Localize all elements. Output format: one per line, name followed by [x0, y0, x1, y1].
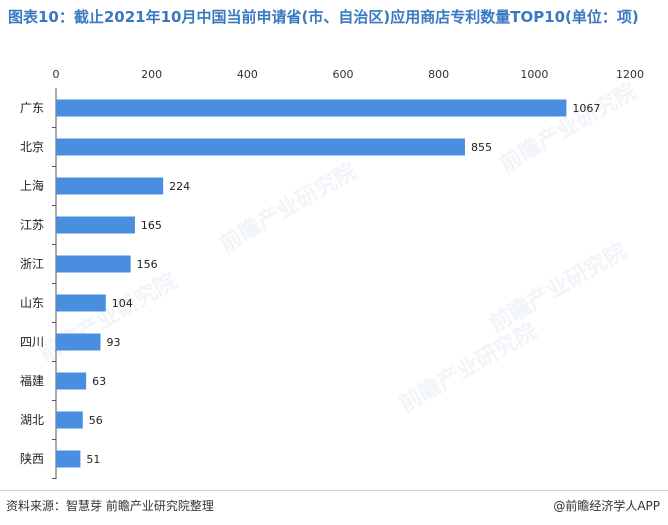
footer: 资料来源：智慧芽 前瞻产业研究院整理 @前瞻经济学人APP — [0, 490, 668, 525]
data-label: 156 — [137, 258, 158, 271]
x-tick-label: 600 — [333, 68, 354, 81]
bar — [56, 372, 87, 390]
chart-title: 图表10：截止2021年10月中国当前申请省(市、自治区)应用商店专利数量TOP… — [8, 8, 639, 26]
x-tick-label: 1000 — [520, 68, 548, 81]
data-label: 224 — [169, 180, 190, 193]
category-label: 福建 — [20, 373, 44, 388]
copyright-note: @前瞻经济学人APP — [553, 499, 660, 513]
data-label: 51 — [86, 453, 100, 466]
category-label: 广东 — [20, 101, 44, 115]
category-label: 陕西 — [20, 451, 44, 466]
category-label: 四川 — [20, 335, 44, 349]
x-tick-label: 1200 — [616, 68, 644, 81]
x-tick-label: 800 — [428, 68, 449, 81]
x-tick-label: 400 — [237, 68, 258, 81]
category-label: 浙江 — [20, 257, 44, 271]
bar — [56, 450, 81, 468]
data-label: 855 — [471, 141, 492, 154]
data-label: 165 — [141, 219, 162, 232]
category-label: 北京 — [20, 140, 44, 154]
category-label: 江苏 — [20, 218, 44, 232]
category-label: 上海 — [20, 178, 44, 193]
category-label: 山东 — [20, 296, 44, 310]
bar — [56, 99, 567, 117]
bar — [56, 177, 164, 195]
data-label: 56 — [89, 414, 103, 427]
x-tick-label: 0 — [53, 68, 60, 81]
bar — [56, 294, 106, 312]
data-label: 93 — [106, 336, 120, 349]
data-label: 63 — [92, 375, 106, 388]
bar — [56, 255, 131, 273]
category-label: 湖北 — [20, 412, 44, 427]
data-label: 104 — [112, 297, 133, 310]
bar — [56, 411, 83, 429]
bar — [56, 138, 465, 156]
bar — [56, 333, 101, 351]
data-label: 1067 — [572, 102, 600, 115]
x-tick-label: 200 — [141, 68, 162, 81]
bar — [56, 216, 135, 234]
source-note: 资料来源：智慧芽 前瞻产业研究院整理 — [6, 499, 214, 513]
bar-chart: 0 200 400 600 800 1000 1200 广东 1067 北京 855 上海 224 江苏 1… — [20, 68, 644, 479]
